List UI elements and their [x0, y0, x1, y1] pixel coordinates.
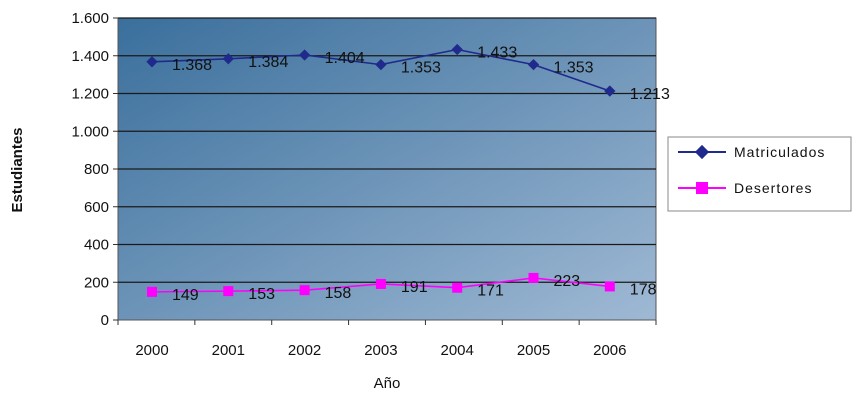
- data-label: 1.368: [172, 57, 212, 74]
- data-label: 191: [401, 279, 428, 296]
- y-axis-title: Estudiantes: [9, 127, 26, 212]
- x-tick-label: 2003: [364, 342, 397, 359]
- data-point: [375, 278, 386, 289]
- data-label: 1.384: [248, 54, 288, 71]
- x-tick-label: 2001: [212, 342, 245, 359]
- y-tick-label: 1.200: [71, 86, 109, 103]
- data-labels: 1.368 1.384 1.404 1.353 1.433 1.353 1.213 149 15…: [172, 45, 670, 304]
- y-tick-label: 1.400: [71, 48, 109, 65]
- x-tick-label: 2004: [441, 342, 474, 359]
- data-label: 153: [248, 286, 275, 303]
- data-label: 1.353: [554, 60, 594, 77]
- data-label: 1.213: [630, 86, 670, 103]
- data-point: [223, 286, 234, 297]
- x-axis-ticks: 2000 2001 2002 2003 2004 2005 2006: [117, 320, 657, 359]
- x-tick-label: 2002: [288, 342, 321, 359]
- y-tick-label: 1.000: [71, 123, 109, 140]
- data-point: [451, 43, 463, 56]
- data-point: [147, 286, 157, 297]
- data-point: [604, 281, 615, 292]
- data-label: 149: [172, 287, 199, 304]
- y-tick-label: 800: [84, 161, 109, 178]
- data-label: 1.433: [477, 45, 517, 62]
- y-tick-label: 1.600: [71, 10, 109, 27]
- y-tick-label: 200: [84, 274, 109, 291]
- data-point: [299, 285, 310, 296]
- data-point: [298, 49, 311, 61]
- legend-marker-matriculados: [694, 144, 710, 160]
- x-tick-label: 2006: [593, 342, 626, 359]
- y-axis-ticks: 0 200 400 600 800 1.000 1.200 1.400 1.600: [71, 10, 118, 329]
- legend-label-desertores: Desertores: [734, 180, 812, 196]
- data-label: 223: [554, 273, 581, 290]
- data-label: 178: [630, 281, 657, 298]
- legend: Matriculados Desertores: [667, 136, 852, 212]
- data-label: 1.353: [401, 60, 441, 77]
- y-tick-label: 400: [84, 237, 109, 254]
- data-point: [222, 53, 234, 65]
- x-axis-title: Año: [374, 375, 401, 392]
- legend-label-matriculados: Matriculados: [734, 144, 825, 160]
- data-label: 171: [477, 283, 504, 300]
- data-point: [452, 282, 463, 293]
- data-point: [528, 272, 539, 283]
- data-label: 1.404: [325, 50, 365, 67]
- x-tick-label: 2000: [135, 342, 168, 359]
- data-label: 158: [325, 285, 352, 302]
- y-tick-label: 600: [84, 199, 109, 216]
- legend-marker-desertores: [696, 182, 708, 194]
- x-tick-label: 2005: [517, 342, 550, 359]
- y-tick-label: 0: [101, 312, 109, 329]
